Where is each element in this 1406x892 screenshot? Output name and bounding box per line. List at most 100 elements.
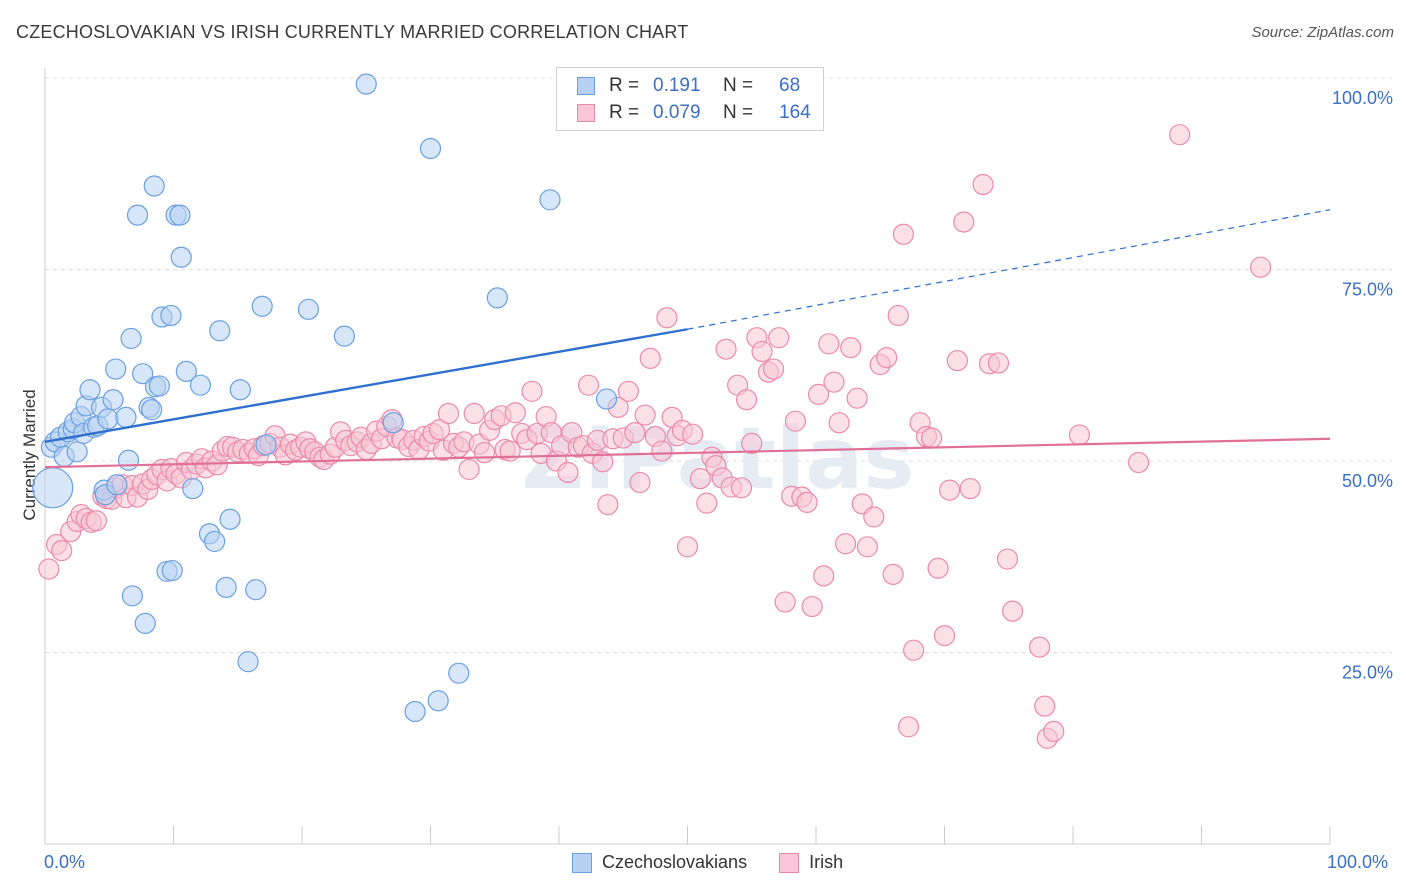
czechoslovakian-point <box>134 612 156 634</box>
irish-point <box>624 422 646 444</box>
czechoslovakian-point <box>297 298 320 320</box>
irish-point <box>656 307 678 329</box>
r-value: 0.079 <box>653 102 701 123</box>
irish-point <box>762 358 785 380</box>
czechoslovakian-point <box>143 175 165 197</box>
n-value: 68 <box>779 75 801 96</box>
czechoslovakian-point <box>160 304 182 327</box>
czechoslovakian-point <box>148 375 170 397</box>
pink-swatch <box>577 104 595 122</box>
czechoslovakian-point <box>229 379 251 401</box>
czechoslovakian-point <box>419 137 442 160</box>
irish-point <box>892 223 914 245</box>
irish-point <box>882 563 904 585</box>
czechoslovakian-point <box>404 700 426 723</box>
irish-point <box>521 380 543 402</box>
irish-point <box>51 540 73 562</box>
irish-trend-line <box>44 437 1331 469</box>
irish-point <box>939 479 961 501</box>
czechoslovakian-point <box>79 379 101 401</box>
stats-row-irish: R = 0.079 N = 164 <box>577 100 811 126</box>
irish-point <box>996 548 1019 570</box>
irish-point <box>784 410 807 432</box>
irish-point <box>897 716 920 738</box>
irish-point <box>730 477 753 499</box>
irish-point <box>736 389 758 411</box>
legend-item-czechoslovakians[interactable]: Czechoslovakians <box>572 852 747 873</box>
blue-swatch <box>572 852 592 873</box>
irish-point <box>38 558 60 580</box>
irish-point <box>676 536 699 558</box>
x-tick-label-max: 100.0% <box>1327 852 1389 872</box>
irish-point <box>828 412 850 434</box>
irish-point <box>557 461 579 484</box>
irish-points <box>38 124 1272 749</box>
irish-point <box>1250 256 1272 278</box>
czechoslovakian-point <box>189 374 212 396</box>
irish-point <box>946 350 968 372</box>
czechoslovakian-point <box>115 406 137 428</box>
y-tick-labels: 25.0% 50.0% 75.0% 100.0% <box>1332 88 1393 683</box>
n-value: 164 <box>779 102 811 123</box>
czechoslovakian-point <box>106 474 128 496</box>
irish-point <box>856 536 879 558</box>
irish-point <box>696 492 718 514</box>
irish-point <box>834 533 857 555</box>
irish-point <box>801 595 823 618</box>
stats-row-czechoslovakians: R = 0.191 N = 68 <box>577 73 800 99</box>
r-value: 0.191 <box>653 75 701 96</box>
irish-point <box>629 471 651 494</box>
czechoslovakian-point <box>97 408 119 430</box>
czechoslovakian-point <box>132 363 154 385</box>
czechoslovakian-point <box>66 441 88 463</box>
czechoslovakian-point <box>215 576 237 598</box>
czechoslovakian-point <box>32 467 74 509</box>
czechoslovakian-point <box>117 449 140 471</box>
czechoslovakian-trend-line <box>44 328 688 444</box>
irish-point <box>504 402 526 424</box>
irish-point <box>634 404 656 426</box>
y-tick-label: 75.0% <box>1342 280 1393 300</box>
irish-point <box>715 338 737 360</box>
irish-point <box>846 387 868 409</box>
irish-point <box>597 494 619 516</box>
irish-point <box>818 333 840 355</box>
irish-point <box>972 173 994 196</box>
czechoslovakian-trend-extension <box>687 209 1331 330</box>
czechoslovakian-point <box>255 434 277 456</box>
stats-legend: R = 0.191 N = 68 R = 0.079 N = 164 <box>556 67 824 131</box>
irish-point <box>774 591 796 613</box>
czechoslovakian-point <box>448 662 470 684</box>
irish-point <box>592 451 614 473</box>
irish-point <box>959 477 981 500</box>
irish-point <box>927 557 949 579</box>
czechoslovakian-point <box>169 204 191 226</box>
irish-point <box>876 346 898 369</box>
source-label: Source: ZipAtlas.com <box>1251 24 1394 41</box>
blue-swatch <box>577 77 595 95</box>
irish-point <box>887 304 909 327</box>
czechoslovakian-point <box>333 325 356 347</box>
irish-point <box>807 383 830 405</box>
legend-label: Irish <box>809 852 844 872</box>
axes <box>44 68 1331 845</box>
irish-point <box>796 491 818 513</box>
czechoslovakian-points <box>32 73 618 723</box>
czechoslovakian-point <box>209 320 231 342</box>
czechoslovakian-point <box>219 508 241 530</box>
irish-point <box>1127 451 1150 474</box>
series-legend: Czechoslovakians Irish <box>572 852 875 873</box>
czechoslovakian-point <box>120 327 142 350</box>
y-tick-label: 50.0% <box>1342 471 1393 491</box>
irish-point <box>813 565 835 587</box>
czechoslovakian-point <box>170 246 192 268</box>
czechoslovakian-point <box>427 690 449 712</box>
pink-swatch <box>779 852 800 873</box>
x-tick-label-min: 0.0% <box>44 852 86 872</box>
legend-item-irish[interactable]: Irish <box>779 852 843 873</box>
irish-point <box>458 458 480 481</box>
czechoslovakian-point <box>105 358 127 380</box>
irish-point <box>428 418 451 441</box>
trend-lines <box>44 209 1331 469</box>
